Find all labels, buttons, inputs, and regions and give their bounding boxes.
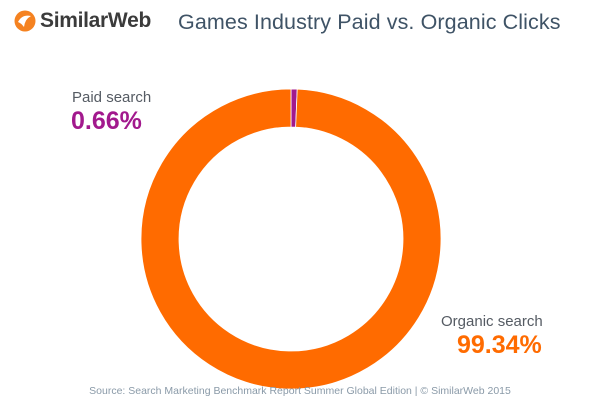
paid-search-value: 0.66% <box>71 107 142 135</box>
similarweb-logo-icon <box>14 10 36 32</box>
organic-search-label: Organic search <box>441 313 543 330</box>
organic-search-value: 99.34% <box>457 331 542 359</box>
donut-slice-organic-search <box>140 88 442 390</box>
chart-header: SimilarWeb Games Industry Paid vs. Organ… <box>0 0 600 48</box>
similarweb-logo: SimilarWeb <box>14 9 151 33</box>
paid-search-label: Paid search <box>72 89 152 106</box>
donut-slices <box>140 88 442 390</box>
logo-text: SimilarWeb <box>40 9 151 32</box>
source-note: Source: Search Marketing Benchmark Repor… <box>89 385 511 397</box>
chart-title: Games Industry Paid vs. Organic Clicks <box>178 10 561 34</box>
